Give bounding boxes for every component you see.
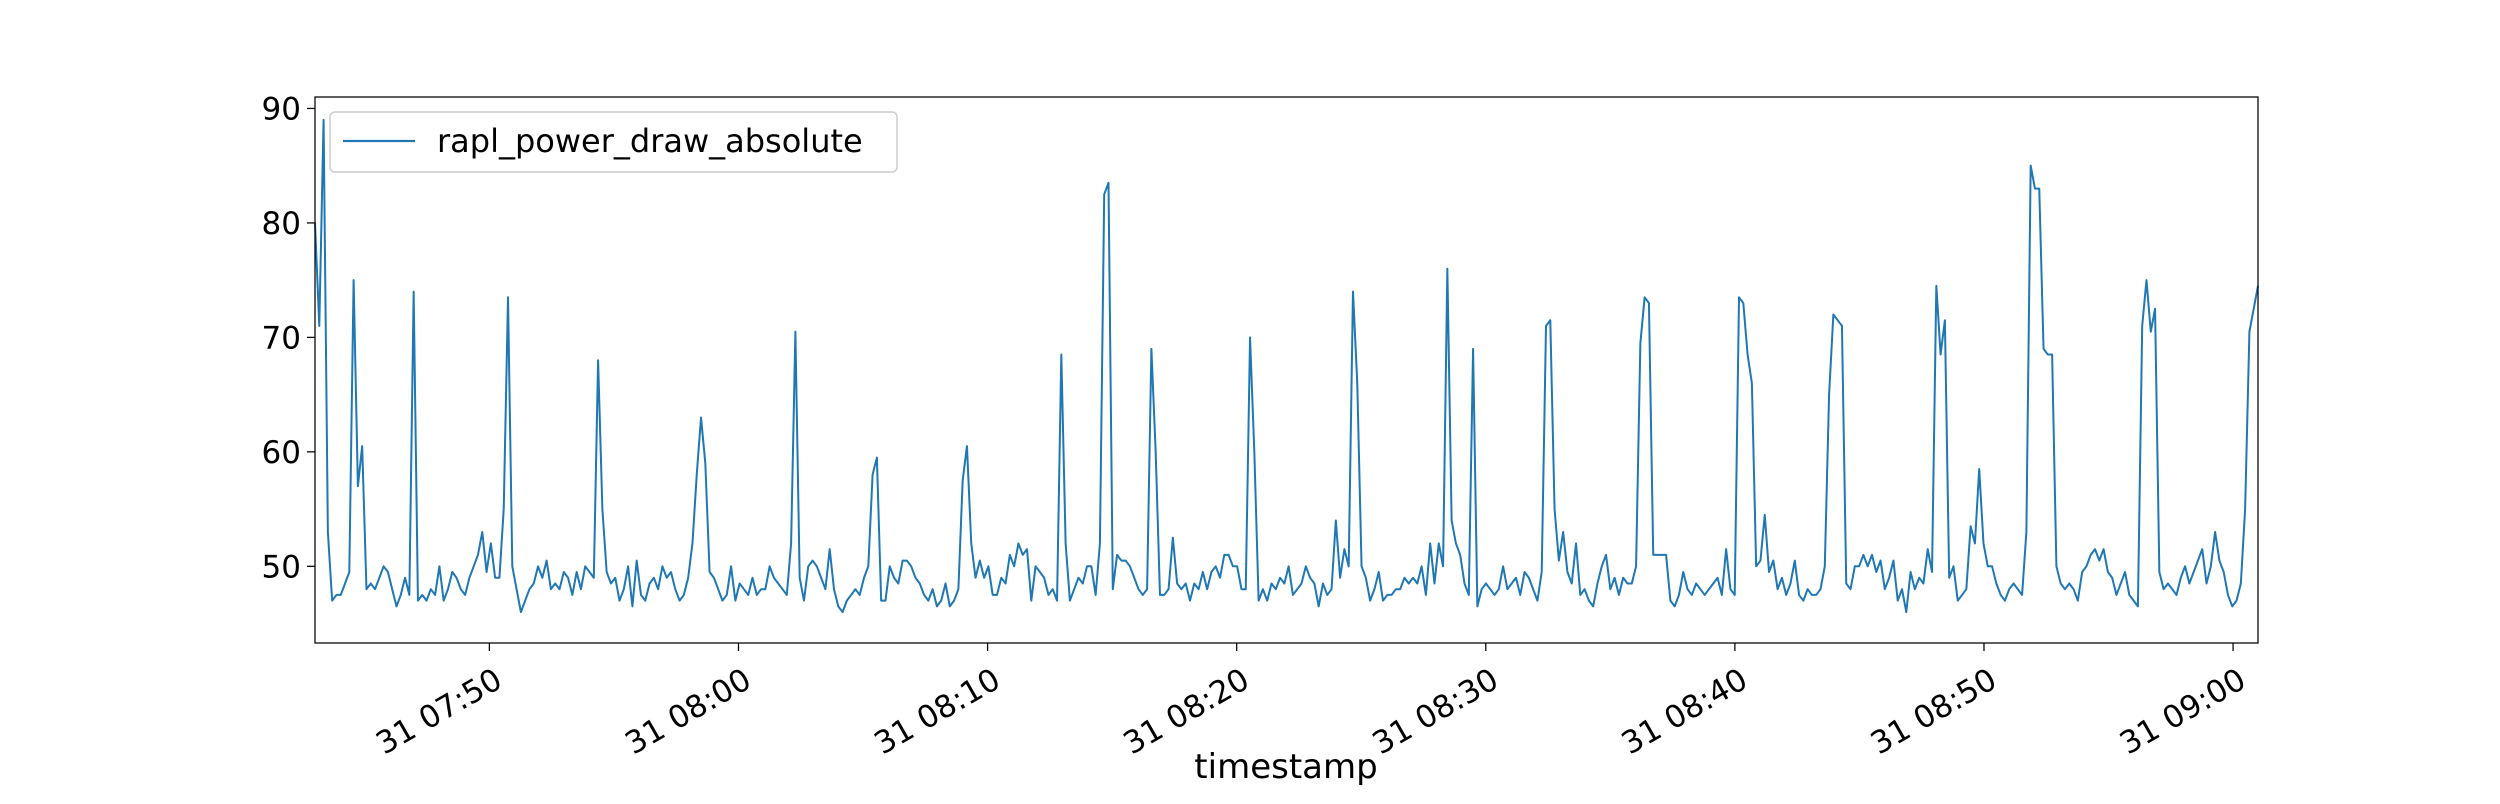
x-tick-label: 31 08:00 xyxy=(619,662,757,762)
y-tick-label: 50 xyxy=(262,549,301,585)
x-tick-label: 31 08:40 xyxy=(1616,662,1754,762)
y-tick-label: 90 xyxy=(262,91,301,127)
legend-label: rapl_power_draw_absolute xyxy=(437,122,863,160)
series-line-0 xyxy=(314,118,2259,614)
y-tick-label: 60 xyxy=(262,435,301,471)
legend-box xyxy=(329,111,898,173)
x-tick-label: 31 08:30 xyxy=(1367,662,1505,762)
plot-area-frame xyxy=(314,96,2259,644)
plot-series xyxy=(314,118,2259,614)
x-axis: 31 07:50 31 08:00 31 08:10 31 08:20 31 08:30… xyxy=(370,643,2252,762)
y-tick-label: 80 xyxy=(262,206,301,242)
y-axis: 50 60 70 80 90 xyxy=(262,91,315,585)
x-tick-label: 31 07:50 xyxy=(370,662,508,762)
x-tick-label: 31 08:50 xyxy=(1865,662,2003,762)
legend: rapl_power_draw_absolute xyxy=(329,111,898,173)
x-axis-label: timestamp xyxy=(1194,747,1377,787)
x-tick-label: 31 08:10 xyxy=(868,662,1006,762)
x-tick-label: 31 09:00 xyxy=(2114,662,2252,762)
y-tick-label: 70 xyxy=(262,320,301,356)
